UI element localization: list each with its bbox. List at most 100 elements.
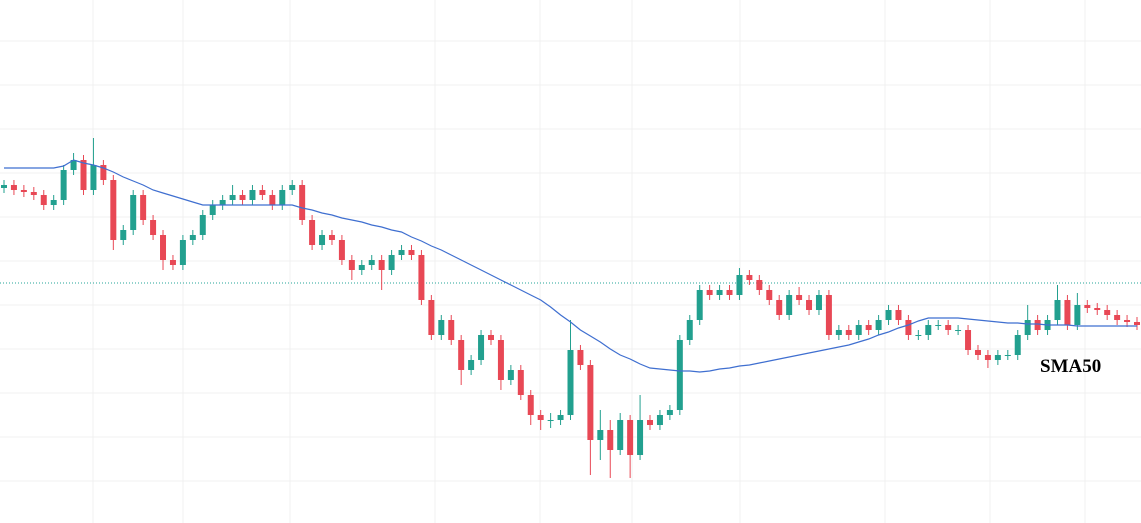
candle-body — [637, 420, 644, 455]
candle-body — [974, 350, 981, 355]
candle-body — [786, 295, 793, 315]
candle-body — [1, 185, 7, 188]
candle-body — [567, 350, 574, 415]
candle-body — [179, 240, 186, 265]
candle-body — [497, 340, 504, 380]
candle-body — [309, 220, 316, 245]
candle-body — [726, 290, 733, 295]
candle-body — [895, 310, 902, 320]
candle-body — [537, 415, 544, 420]
candle-body — [110, 180, 117, 240]
candle-body — [1074, 305, 1081, 325]
candle-body — [676, 340, 683, 410]
candle-body — [448, 320, 455, 340]
candle-body — [398, 250, 405, 255]
candle-body — [229, 195, 236, 200]
candle-body — [50, 200, 57, 205]
candle-body — [627, 420, 634, 455]
candle-body — [1084, 305, 1091, 308]
candle-body — [1114, 315, 1121, 320]
candle-body — [209, 205, 216, 215]
candle-body — [994, 355, 1001, 360]
candle-body — [686, 320, 693, 340]
candle-body — [428, 300, 435, 335]
candle-body — [825, 295, 832, 335]
candle-body — [60, 170, 67, 200]
candle-body — [547, 420, 554, 421]
candle-body — [1034, 320, 1041, 330]
candle-body — [935, 325, 942, 326]
candle-body — [150, 220, 157, 235]
candle-body — [1064, 300, 1071, 325]
candle-body — [328, 235, 335, 240]
candle-body — [100, 165, 107, 180]
candle-body — [259, 190, 266, 195]
candle-body — [40, 195, 47, 205]
candle-body — [945, 325, 952, 330]
candle-body — [845, 330, 852, 335]
candle-body — [468, 360, 475, 370]
candle-body — [140, 195, 147, 220]
candle-body — [438, 320, 445, 335]
candle-body — [746, 275, 753, 280]
candle-body — [20, 190, 27, 192]
candle-body — [1104, 310, 1111, 315]
candle-body — [656, 415, 663, 425]
candle-body — [1014, 335, 1021, 355]
candle-body — [1124, 320, 1131, 322]
candle-body — [984, 355, 991, 360]
candle-body — [527, 395, 534, 415]
candle-body — [368, 260, 375, 265]
candle-body — [716, 290, 723, 295]
candle-body — [418, 255, 425, 300]
candle-body — [905, 320, 912, 335]
candle-body — [875, 320, 882, 330]
candle-body — [219, 200, 226, 205]
candle-body — [756, 280, 763, 290]
candle-body — [388, 255, 395, 270]
candle-body — [557, 415, 564, 420]
candle-body — [120, 230, 127, 240]
candle-body — [647, 420, 654, 425]
candle-body — [90, 165, 97, 190]
candle-body — [239, 195, 246, 200]
candle-body — [408, 250, 415, 255]
candle-body — [289, 185, 296, 190]
candle-body — [696, 290, 703, 320]
candle-body — [1024, 320, 1031, 335]
candle-body — [796, 295, 803, 300]
candle-body — [169, 260, 176, 265]
candle-body — [587, 365, 594, 440]
candle-body — [607, 430, 614, 450]
candle-body — [706, 290, 713, 295]
candle-body — [855, 325, 862, 335]
candle-body — [617, 420, 624, 450]
candle-body — [160, 235, 167, 260]
candle-body — [736, 275, 743, 295]
candle-body — [269, 195, 276, 205]
candle-body — [319, 235, 326, 245]
candle-body — [130, 195, 137, 230]
candle-body — [597, 430, 604, 440]
candle-body — [487, 335, 494, 340]
candle-body — [815, 295, 822, 310]
candle-body — [478, 335, 485, 360]
candle-body — [279, 190, 286, 205]
candle-body — [666, 410, 673, 415]
candle-body — [378, 260, 385, 270]
candle-body — [835, 330, 842, 335]
candle-body — [70, 160, 77, 170]
candle-body — [338, 240, 345, 260]
candle-body — [517, 370, 524, 395]
candle-body — [189, 235, 196, 240]
sma-line — [4, 159, 1137, 373]
candle-body — [885, 310, 892, 320]
candle-body — [199, 215, 206, 235]
candle-body — [30, 192, 37, 195]
sma-label: SMA50 — [1040, 356, 1101, 377]
candle-body — [806, 300, 813, 310]
candle-body — [348, 260, 355, 270]
candle-body — [955, 330, 962, 331]
candle-body — [1054, 300, 1061, 320]
